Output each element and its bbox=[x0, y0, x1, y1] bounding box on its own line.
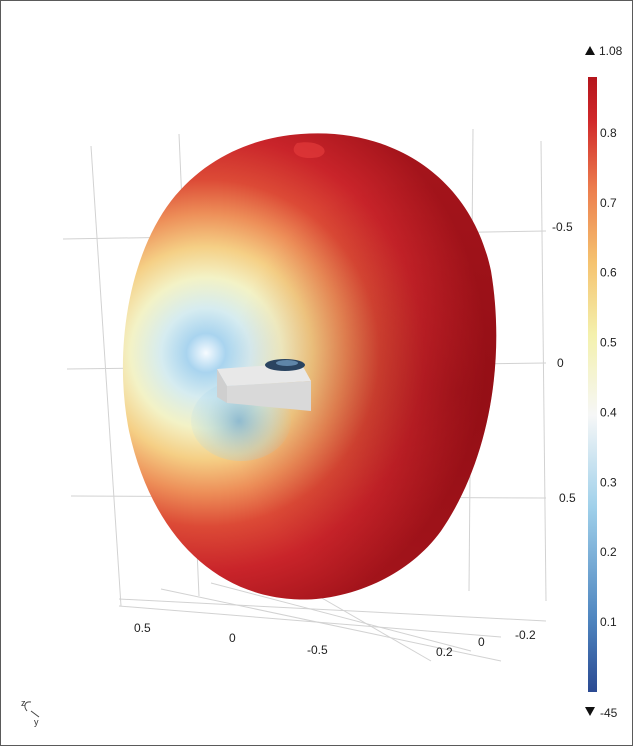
colorbar-gradient bbox=[588, 77, 597, 692]
max-triangle-icon bbox=[585, 46, 595, 55]
colorbar: 0.8 0.7 0.6 0.5 0.4 0.3 0.2 0.1 1.08 -45 bbox=[585, 44, 623, 720]
colorbar-tick-label: 0.8 bbox=[600, 126, 617, 140]
axis-triad-icon: z y bbox=[21, 698, 40, 727]
right-tick-label: 0 bbox=[557, 356, 564, 370]
colorbar-tick-label: 0.3 bbox=[600, 475, 617, 489]
bottom-back-tick-label: 0 bbox=[478, 635, 485, 649]
surface-shading bbox=[122, 133, 497, 600]
colorbar-tick-label: 0.7 bbox=[600, 196, 617, 210]
colorbar-tick-label: 0.4 bbox=[600, 405, 617, 419]
colorbar-tick-label: 0.5 bbox=[600, 336, 617, 350]
bottom-front-tick-label: 0.5 bbox=[134, 621, 151, 635]
bottom-axis: 0.5 0 -0.5 0.2 0 -0.2 bbox=[134, 621, 536, 659]
colorbar-tick-label: 0.6 bbox=[600, 266, 617, 280]
bottom-front-tick-label: -0.5 bbox=[307, 643, 328, 657]
right-axis: -0.5 0 0.5 bbox=[552, 220, 576, 505]
bottom-front-tick-label: 0 bbox=[229, 631, 236, 645]
bottom-back-tick-label: 0.2 bbox=[436, 645, 453, 659]
right-tick-label: -0.5 bbox=[552, 220, 573, 234]
bottom-back-tick-label: -0.2 bbox=[515, 628, 536, 642]
colorbar-max-label: 1.08 bbox=[599, 44, 623, 58]
min-triangle-icon bbox=[585, 707, 595, 716]
top-highlight bbox=[293, 142, 325, 159]
radiation-surface bbox=[122, 133, 497, 600]
triad-y-label: y bbox=[34, 717, 39, 727]
triad-z-label: z bbox=[21, 698, 26, 708]
antenna-block bbox=[217, 359, 311, 411]
colorbar-tick-label: 0.2 bbox=[600, 545, 617, 559]
colorbar-min-label: -45 bbox=[600, 706, 618, 720]
colorbar-tick-label: 0.1 bbox=[600, 615, 617, 629]
colorbar-ticks: 0.8 0.7 0.6 0.5 0.4 0.3 0.2 0.1 bbox=[600, 126, 617, 629]
right-tick-label: 0.5 bbox=[559, 491, 576, 505]
